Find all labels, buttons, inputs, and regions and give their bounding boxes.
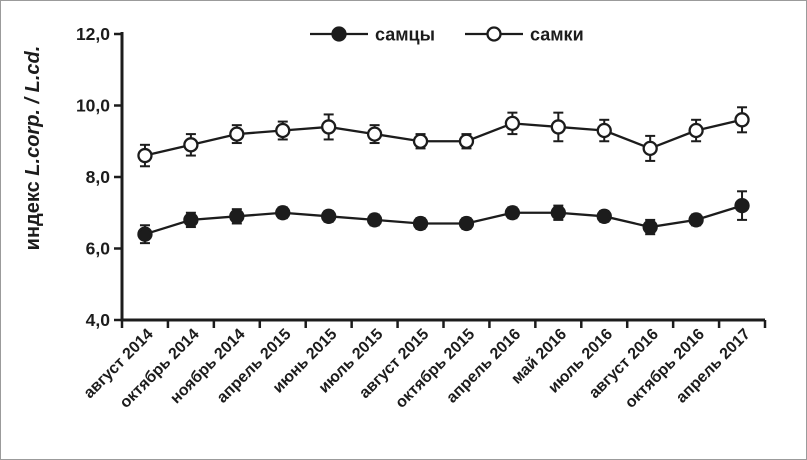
- x-tick-label: октябрь 2015: [392, 326, 478, 412]
- y-tick-label: 8,0: [86, 167, 111, 187]
- legend-label: самки: [530, 25, 584, 45]
- y-tick-label: 12,0: [76, 24, 110, 44]
- open-circle-marker: [734, 112, 750, 128]
- filled-circle-marker: [688, 212, 704, 228]
- open-circle-marker: [688, 122, 704, 139]
- y-tick-label: 10,0: [76, 96, 110, 116]
- filled-circle-marker: [596, 208, 612, 224]
- filled-circle-marker: [321, 208, 337, 224]
- open-circle-marker: [321, 119, 337, 135]
- series-line: [144, 204, 743, 236]
- x-tick-label: октябрь 2016: [622, 326, 708, 412]
- open-circle-marker: [229, 126, 245, 142]
- legend-open-circle-marker: [486, 26, 502, 42]
- filled-circle-marker: [504, 205, 521, 221]
- open-circle-marker: [412, 133, 429, 149]
- open-circle-marker: [642, 140, 658, 157]
- open-circle-marker: [504, 115, 521, 132]
- filled-circle-marker: [458, 215, 475, 232]
- open-circle-marker: [458, 133, 475, 149]
- legend-filled-circle-marker: [331, 26, 347, 42]
- filled-circle-marker: [183, 212, 199, 228]
- open-circle-marker: [596, 122, 612, 139]
- filled-circle-marker: [366, 212, 383, 228]
- open-circle-marker: [550, 119, 566, 135]
- open-circle-marker: [137, 147, 153, 164]
- legend-label: самцы: [375, 25, 435, 45]
- filled-circle-marker: [642, 219, 658, 235]
- filled-circle-marker: [412, 215, 429, 232]
- open-circle-marker: [275, 122, 291, 139]
- filled-circle-marker: [229, 208, 245, 224]
- series-line: [144, 118, 743, 157]
- open-circle-marker: [183, 137, 199, 153]
- filled-circle-marker: [734, 197, 750, 214]
- filled-circle-marker: [550, 205, 566, 221]
- filled-circle-marker: [137, 226, 153, 242]
- filled-circle-marker: [275, 205, 291, 221]
- y-tick-label: 4,0: [86, 310, 111, 330]
- x-tick-label: октябрь 2014: [117, 326, 203, 412]
- y-tick-label: 6,0: [86, 239, 111, 259]
- open-circle-marker: [366, 126, 383, 142]
